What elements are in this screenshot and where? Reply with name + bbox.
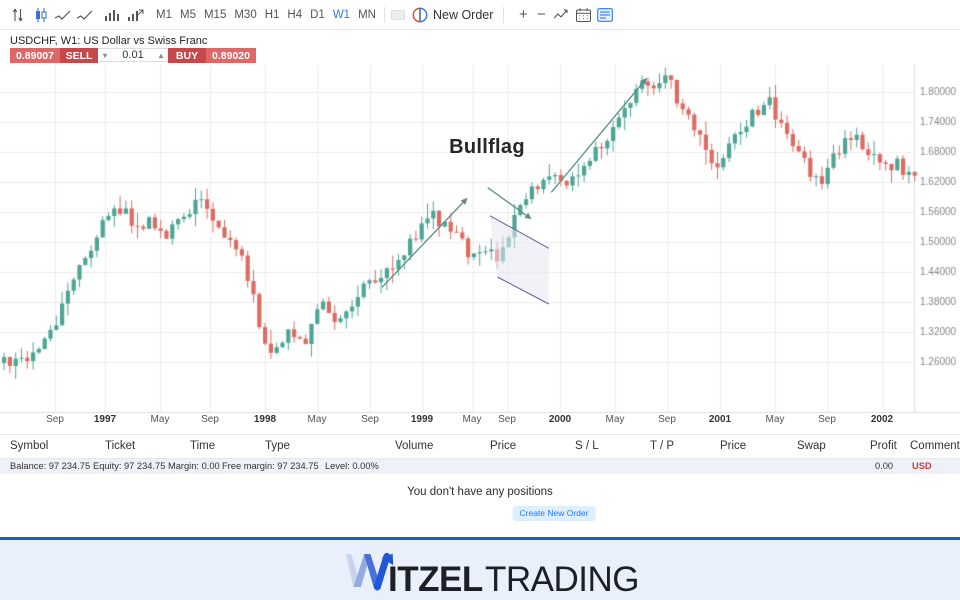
- svg-text:ITZEL: ITZEL: [388, 560, 483, 599]
- svg-text:Bullflag: Bullflag: [449, 136, 525, 158]
- svg-text:TRADING: TRADING: [485, 560, 639, 599]
